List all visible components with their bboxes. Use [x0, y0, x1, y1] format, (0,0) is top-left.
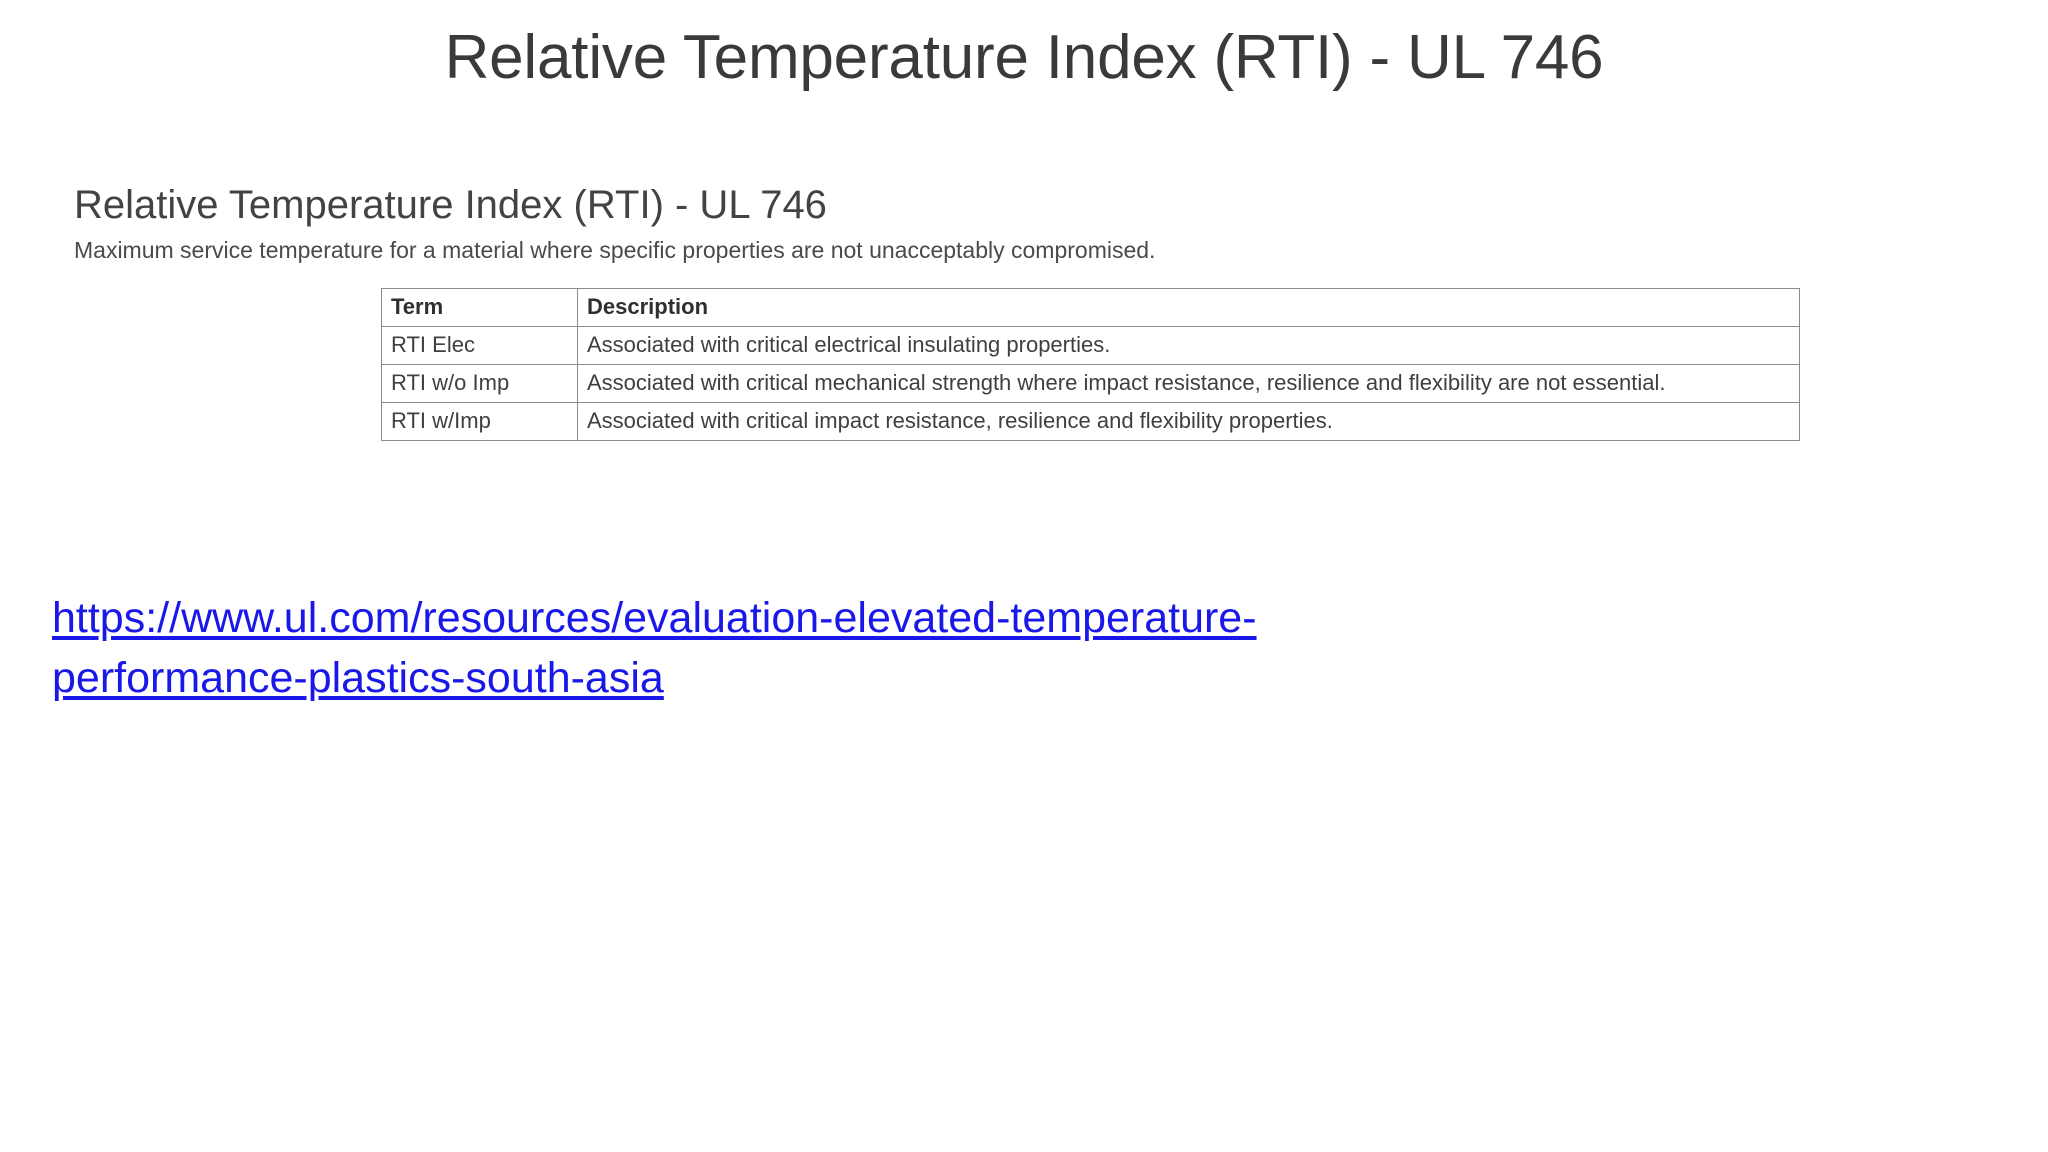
reference-hyperlink-line2: performance-plastics-south-asia [52, 654, 664, 702]
table-row: RTI w/o Imp Associated with critical mec… [381, 364, 1800, 403]
rti-terms-table: Term Description RTI Elec Associated wit… [381, 288, 1800, 441]
table-row: RTI Elec Associated with critical electr… [381, 326, 1800, 365]
capture-heading: Relative Temperature Index (RTI) - UL 74… [74, 183, 827, 227]
cell-term: RTI w/Imp [381, 402, 578, 441]
page-title: Relative Temperature Index (RTI) - UL 74… [444, 23, 1604, 92]
capture-subheading: Maximum service temperature for a materi… [74, 237, 1156, 263]
table-header-row: Term Description [381, 288, 1800, 327]
reference-link-block: https://www.ul.com/resources/evaluation-… [52, 588, 1452, 708]
column-header-description: Description [577, 288, 1800, 327]
embedded-screenshot-image: Relative Temperature Index (RTI) - UL 74… [0, 130, 1900, 460]
cell-term: RTI Elec [381, 326, 578, 365]
cell-description: Associated with critical mechanical stre… [577, 364, 1800, 403]
table-row: RTI w/Imp Associated with critical impac… [381, 402, 1800, 441]
cell-term: RTI w/o Imp [381, 364, 578, 403]
cell-description: Associated with critical electrical insu… [577, 326, 1800, 365]
reference-hyperlink-line1: https://www.ul.com/resources/evaluation-… [52, 594, 1257, 642]
reference-hyperlink[interactable]: https://www.ul.com/resources/evaluation-… [52, 588, 1452, 708]
cell-description: Associated with critical impact resistan… [577, 402, 1800, 441]
column-header-term: Term [381, 288, 578, 327]
